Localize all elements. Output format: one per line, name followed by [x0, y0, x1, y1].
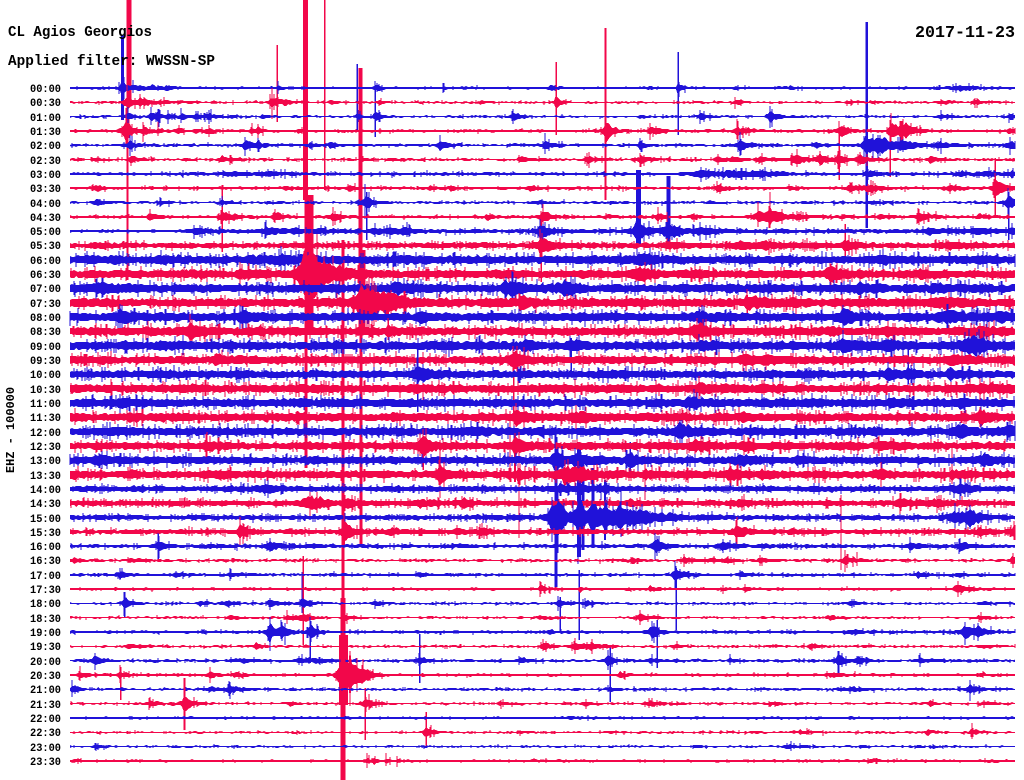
- svg-text:14:30: 14:30: [30, 499, 61, 511]
- svg-text:00:00: 00:00: [30, 84, 61, 96]
- svg-text:09:00: 09:00: [30, 342, 61, 354]
- svg-text:05:30: 05:30: [30, 241, 61, 253]
- svg-text:20:00: 20:00: [30, 657, 61, 669]
- svg-text:15:00: 15:00: [30, 514, 61, 526]
- svg-text:10:30: 10:30: [30, 385, 61, 397]
- svg-text:02:00: 02:00: [30, 141, 61, 153]
- svg-text:21:30: 21:30: [30, 700, 61, 712]
- svg-text:19:30: 19:30: [30, 642, 61, 654]
- svg-text:23:00: 23:00: [30, 743, 61, 755]
- svg-text:16:00: 16:00: [30, 542, 61, 554]
- svg-text:04:00: 04:00: [30, 199, 61, 211]
- svg-text:03:30: 03:30: [30, 184, 61, 196]
- svg-text:02:30: 02:30: [30, 156, 61, 168]
- svg-text:11:00: 11:00: [30, 399, 61, 411]
- svg-text:06:30: 06:30: [30, 270, 61, 282]
- svg-text:23:30: 23:30: [30, 757, 61, 769]
- svg-text:17:00: 17:00: [30, 571, 61, 583]
- svg-text:07:30: 07:30: [30, 299, 61, 311]
- svg-text:12:30: 12:30: [30, 442, 61, 454]
- svg-text:2017-11-23: 2017-11-23: [915, 24, 1015, 43]
- svg-text:21:00: 21:00: [30, 685, 61, 697]
- svg-text:05:00: 05:00: [30, 227, 61, 239]
- svg-text:01:00: 01:00: [30, 113, 61, 125]
- svg-text:03:00: 03:00: [30, 170, 61, 182]
- svg-text:18:00: 18:00: [30, 599, 61, 611]
- svg-text:15:30: 15:30: [30, 528, 61, 540]
- svg-text:22:00: 22:00: [30, 714, 61, 726]
- svg-text:08:00: 08:00: [30, 313, 61, 325]
- svg-text:01:30: 01:30: [30, 127, 61, 139]
- svg-text:06:00: 06:00: [30, 256, 61, 268]
- svg-text:22:30: 22:30: [30, 728, 61, 740]
- svg-text:19:00: 19:00: [30, 628, 61, 640]
- svg-text:07:00: 07:00: [30, 284, 61, 296]
- svg-text:18:30: 18:30: [30, 614, 61, 626]
- svg-text:11:30: 11:30: [30, 413, 61, 425]
- svg-text:13:00: 13:00: [30, 456, 61, 468]
- svg-text:09:30: 09:30: [30, 356, 61, 368]
- svg-text:20:30: 20:30: [30, 671, 61, 683]
- svg-text:17:30: 17:30: [30, 585, 61, 597]
- svg-text:12:00: 12:00: [30, 428, 61, 440]
- svg-text:00:30: 00:30: [30, 98, 61, 110]
- svg-text:16:30: 16:30: [30, 556, 61, 568]
- svg-text:14:00: 14:00: [30, 485, 61, 497]
- svg-text:04:30: 04:30: [30, 213, 61, 225]
- svg-text:CL Agios Georgios: CL Agios Georgios: [8, 24, 152, 41]
- svg-text:EHZ - 100000: EHZ - 100000: [4, 387, 18, 473]
- svg-text:08:30: 08:30: [30, 327, 61, 339]
- svg-text:13:30: 13:30: [30, 471, 61, 483]
- svg-text:10:00: 10:00: [30, 370, 61, 382]
- svg-text:Applied filter: WWSSN-SP: Applied filter: WWSSN-SP: [8, 53, 215, 70]
